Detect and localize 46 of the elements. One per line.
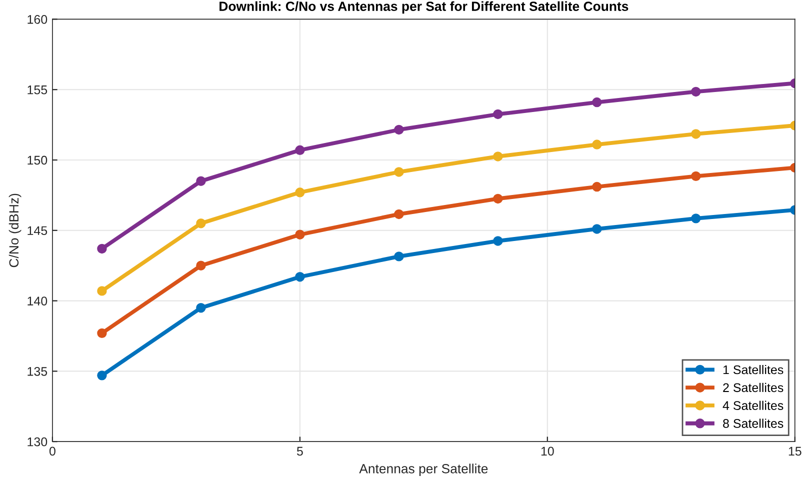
point bbox=[196, 176, 206, 186]
y-tick-label: 150 bbox=[28, 156, 48, 165]
x-tick-label: 15 bbox=[788, 446, 802, 456]
point bbox=[394, 209, 404, 220]
y-tick-label: 140 bbox=[28, 296, 48, 306]
y-tick-label: 160 bbox=[28, 15, 48, 24]
point bbox=[691, 86, 701, 97]
point bbox=[295, 230, 305, 240]
x-axis-title: Antennas per Satellite bbox=[359, 464, 488, 476]
y-tick-label: 155 bbox=[28, 86, 48, 94]
point bbox=[196, 302, 206, 313]
point bbox=[592, 140, 602, 150]
legend-label: 2 Satellites bbox=[723, 382, 784, 392]
x-tick-label: 5 bbox=[296, 446, 303, 456]
point bbox=[394, 167, 404, 177]
point bbox=[196, 218, 206, 228]
point bbox=[691, 129, 701, 139]
point bbox=[394, 252, 404, 262]
y-tick-label: 130 bbox=[28, 437, 48, 446]
point bbox=[97, 370, 107, 380]
point bbox=[295, 188, 305, 198]
point bbox=[493, 194, 503, 204]
point bbox=[691, 214, 701, 224]
point bbox=[493, 152, 503, 162]
legend-label: 8 Satellites bbox=[723, 418, 784, 428]
x-tick-label: 10 bbox=[541, 446, 554, 456]
point bbox=[97, 286, 107, 296]
y-axis-title: C/No (dBHz) bbox=[8, 194, 22, 268]
point bbox=[592, 182, 602, 192]
point bbox=[196, 260, 206, 270]
point bbox=[97, 244, 107, 254]
point bbox=[592, 224, 602, 234]
point bbox=[295, 272, 305, 282]
point bbox=[493, 109, 503, 120]
point bbox=[97, 328, 107, 338]
point bbox=[394, 124, 404, 135]
point bbox=[691, 171, 701, 182]
point bbox=[295, 145, 305, 156]
y-tick-label: 135 bbox=[28, 367, 48, 376]
y-tick-label: 145 bbox=[28, 226, 48, 236]
x-tick-label: 0 bbox=[49, 446, 56, 456]
point bbox=[592, 97, 602, 108]
legend-label: 4 Satellites bbox=[722, 400, 784, 410]
legend-label: 1 Satellites bbox=[723, 364, 784, 374]
chart-title: Downlink: C/No vs Antennas per Sat for Different Satellite Counts bbox=[220, 1, 628, 14]
point bbox=[493, 236, 503, 246]
